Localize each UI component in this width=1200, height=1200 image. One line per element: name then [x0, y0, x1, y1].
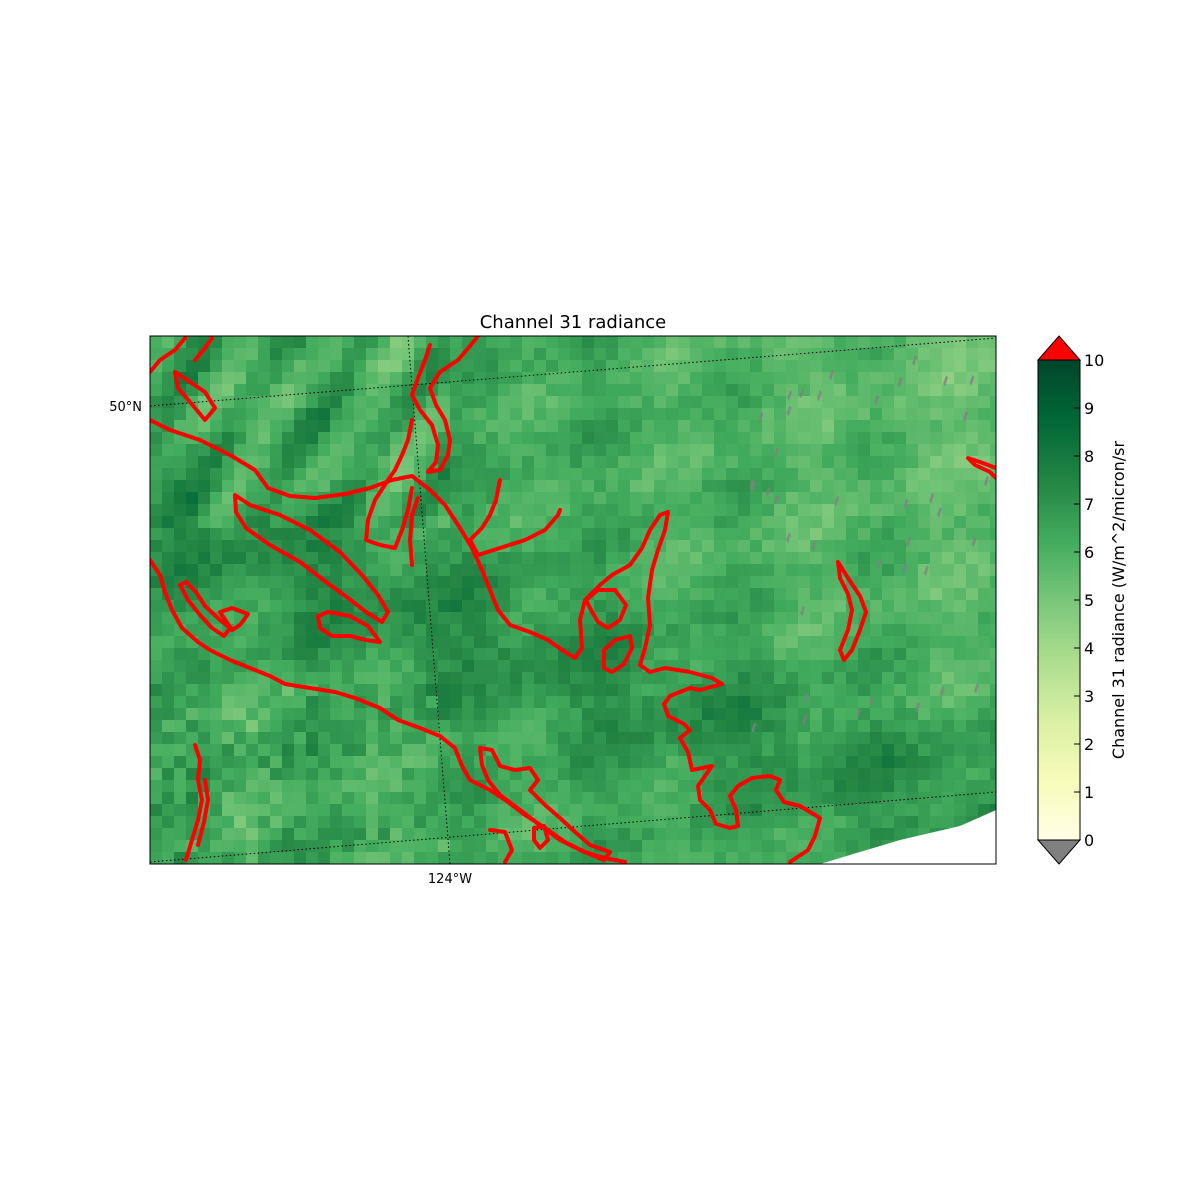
graticule	[150, 336, 996, 864]
radiance-field-cells	[150, 336, 996, 864]
coastline-texada-island	[233, 493, 390, 624]
colorbar-extend-over	[1036, 335, 1082, 361]
colorbar-tick-label: 5	[1084, 591, 1094, 610]
missing-data-patches	[749, 354, 989, 734]
colorbar-gradient	[1037, 359, 1081, 841]
coastline-lake-east	[836, 560, 868, 662]
colorbar-tick-label: 6	[1084, 543, 1094, 562]
coastline-west-loop	[178, 580, 250, 638]
coastline-jervis-inlet	[364, 418, 420, 567]
colorbar-tick-label: 8	[1084, 447, 1094, 466]
coastline-vancouver-island-ne	[150, 418, 822, 864]
coastline-burrard-islands	[584, 588, 634, 674]
parallel-south	[150, 791, 996, 863]
chart-title: Channel 31 radiance	[480, 312, 667, 333]
coastline-south-islands	[478, 746, 612, 864]
colorbar-extend-under	[1036, 839, 1082, 865]
coastline-lasqueti	[316, 610, 382, 644]
map-frame	[149, 335, 997, 865]
colorbar-tick-label: 3	[1084, 687, 1094, 706]
colorbar-tick-label: 0	[1084, 831, 1094, 850]
longitude-label-124w: 124°W	[428, 872, 472, 887]
coastline-howe-sound	[410, 336, 480, 474]
colorbar-tick-label: 4	[1084, 639, 1094, 658]
no-data-region	[820, 810, 996, 864]
colorbar-tick-label: 1	[1084, 783, 1094, 802]
colorbar-label: Channel 31 radiance (W/m^2/micron/sr	[1109, 440, 1128, 759]
colorbar-tick-label: 2	[1084, 735, 1094, 754]
parallel-50n	[150, 337, 996, 407]
coastline-indian-arm	[468, 478, 562, 557]
coastline-southwest-inlet	[184, 743, 210, 862]
colorbar-tick-label: 10	[1084, 351, 1104, 370]
coastline-sunshine-coast	[150, 336, 217, 422]
coastline-east-edge	[966, 456, 996, 480]
colorbar-ticks: 0 1 2 3 4 5 6 7 8 9 10	[1074, 351, 1104, 850]
latitude-label-50n: 50°N	[109, 400, 142, 415]
colorbar-tick-label: 7	[1084, 495, 1094, 514]
colorbar-tick-label: 9	[1084, 399, 1094, 418]
colorbar: 0 1 2 3 4 5 6 7 8 9 10 Channel 31 radiance (W/m^2/…	[1036, 335, 1128, 865]
coastlines	[150, 336, 996, 864]
meridian-124w	[407, 336, 451, 864]
map-panel	[149, 335, 997, 865]
